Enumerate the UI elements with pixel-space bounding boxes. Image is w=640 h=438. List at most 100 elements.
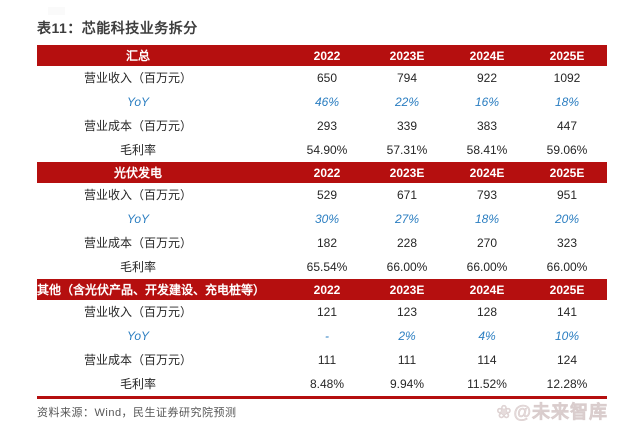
cell-value: 8.48%: [309, 377, 345, 391]
section-header-row: 光伏发电 2022 2023E 2024E 2025E: [37, 162, 607, 183]
cell-value: 9.94%: [389, 377, 425, 391]
row-label: 营业收入（百万元）: [83, 71, 192, 85]
year-header: 2023E: [389, 165, 425, 180]
cell-value: 128: [476, 305, 498, 319]
cell-value: 27%: [394, 212, 420, 226]
cell-value: 10%: [554, 329, 580, 343]
section-header-row: 其他（含光伏产品、开发建设、充电桩等） 2022 2023E 2024E 202…: [37, 279, 607, 300]
section-pv-power: 光伏发电 2022 2023E 2024E 2025E 营业收入（百万元） 52…: [37, 162, 607, 279]
cell-value: 30%: [314, 212, 340, 226]
cell-value: 66.00%: [386, 260, 428, 274]
year-header: 2023E: [389, 282, 425, 297]
cell-value: 1092: [553, 71, 581, 85]
cell-value: 22%: [394, 95, 420, 109]
row-label: YoY: [126, 212, 150, 226]
row-label: YoY: [126, 95, 150, 109]
table-row: 营业成本（百万元） 182 228 270 323: [37, 231, 607, 255]
cell-value: 18%: [554, 95, 580, 109]
cell-value: 111: [397, 353, 417, 367]
cell-value: 57.31%: [386, 143, 428, 157]
table-row-yoy: YoY 30% 27% 18% 20%: [37, 207, 607, 231]
cell-value: 270: [476, 236, 498, 250]
table-row: 营业成本（百万元） 111 111 114 124: [37, 348, 607, 372]
table-row: 营业收入（百万元） 529 671 793 951: [37, 183, 607, 207]
cell-value: 124: [556, 353, 578, 367]
row-label: 营业成本（百万元）: [83, 119, 192, 133]
year-header: 2022: [313, 165, 341, 180]
cell-value: 11.52%: [467, 377, 507, 391]
row-label: 毛利率: [119, 143, 156, 157]
cell-value: 922: [476, 71, 498, 85]
row-label: 毛利率: [119, 377, 156, 391]
table-row: 毛利率 54.90% 57.31% 58.41% 59.06%: [37, 138, 607, 162]
row-label: 营业成本（百万元）: [83, 236, 192, 250]
section-title: 其他（含光伏产品、开发建设、充电桩等）: [37, 282, 266, 297]
table-row: 营业成本（百万元） 293 339 383 447: [37, 114, 607, 138]
table-row: 营业收入（百万元） 650 794 922 1092: [37, 66, 607, 90]
cell-value: 141: [556, 305, 578, 319]
cell-value: 529: [316, 188, 338, 202]
cell-value: 123: [396, 305, 418, 319]
row-label: 营业收入（百万元）: [83, 188, 192, 202]
cell-value: 951: [556, 188, 578, 202]
table-title: 表11：芯能科技业务拆分: [37, 20, 198, 36]
cell-value: 16%: [474, 95, 500, 109]
watermark: ❀@未来智库: [496, 398, 608, 424]
cell-value: 59.06%: [546, 143, 588, 157]
section-summary: 汇总 2022 2023E 2024E 2025E 营业收入（百万元） 650 …: [37, 45, 607, 162]
cell-value: -: [325, 329, 329, 343]
cell-value: 114: [477, 353, 497, 367]
year-header: 2022: [313, 282, 341, 297]
cell-value: 65.54%: [306, 260, 348, 274]
cell-value: 46%: [314, 95, 340, 109]
year-header: 2025E: [549, 48, 585, 63]
source-note: 资料来源：Wind，民生证券研究院预测: [37, 407, 237, 419]
year-header: 2023E: [389, 48, 425, 63]
cell-value: 58.41%: [466, 143, 508, 157]
section-others: 其他（含光伏产品、开发建设、充电桩等） 2022 2023E 2024E 202…: [37, 279, 607, 396]
cell-value: 383: [476, 119, 498, 133]
table-row: 营业收入（百万元） 121 123 128 141: [37, 300, 607, 324]
year-header: 2024E: [469, 165, 505, 180]
row-label: 营业成本（百万元）: [83, 353, 192, 367]
table-row-yoy: YoY - 2% 4% 10%: [37, 324, 607, 348]
cell-value: 121: [316, 305, 338, 319]
section-title: 汇总: [125, 48, 150, 63]
table-row: 毛利率 65.54% 66.00% 66.00% 66.00%: [37, 255, 607, 279]
section-header-row: 汇总 2022 2023E 2024E 2025E: [37, 45, 607, 66]
cell-value: 323: [556, 236, 578, 250]
scroll-artifact: [48, 7, 65, 15]
year-header: 2024E: [469, 282, 505, 297]
table-row-yoy: YoY 46% 22% 16% 18%: [37, 90, 607, 114]
cell-value: 671: [396, 188, 418, 202]
year-header: 2022: [313, 48, 341, 63]
cell-value: 650: [316, 71, 338, 85]
watermark-logo-icon: ❀: [496, 402, 513, 423]
year-header: 2025E: [549, 165, 585, 180]
year-header: 2024E: [469, 48, 505, 63]
cell-value: 793: [476, 188, 498, 202]
table-row: 毛利率 8.48% 9.94% 11.52% 12.28%: [37, 372, 607, 396]
cell-value: 66.00%: [546, 260, 588, 274]
cell-value: 4%: [478, 329, 496, 343]
cell-value: 18%: [474, 212, 500, 226]
year-header: 2025E: [549, 282, 585, 297]
cell-value: 2%: [398, 329, 416, 343]
cell-value: 293: [316, 119, 338, 133]
cell-value: 794: [396, 71, 418, 85]
row-label: 营业收入（百万元）: [83, 305, 192, 319]
cell-value: 447: [556, 119, 578, 133]
cell-value: 20%: [554, 212, 580, 226]
cell-value: 339: [396, 119, 418, 133]
watermark-text: @未来智库: [513, 402, 608, 423]
cell-value: 66.00%: [466, 260, 508, 274]
cell-value: 182: [316, 236, 338, 250]
row-label: 毛利率: [119, 260, 156, 274]
cell-value: 54.90%: [306, 143, 348, 157]
row-label: YoY: [126, 329, 150, 343]
section-title: 光伏发电: [113, 165, 162, 180]
cell-value: 12.28%: [546, 377, 588, 391]
cell-value: 228: [396, 236, 418, 250]
table-bottom-rule: [37, 396, 607, 399]
